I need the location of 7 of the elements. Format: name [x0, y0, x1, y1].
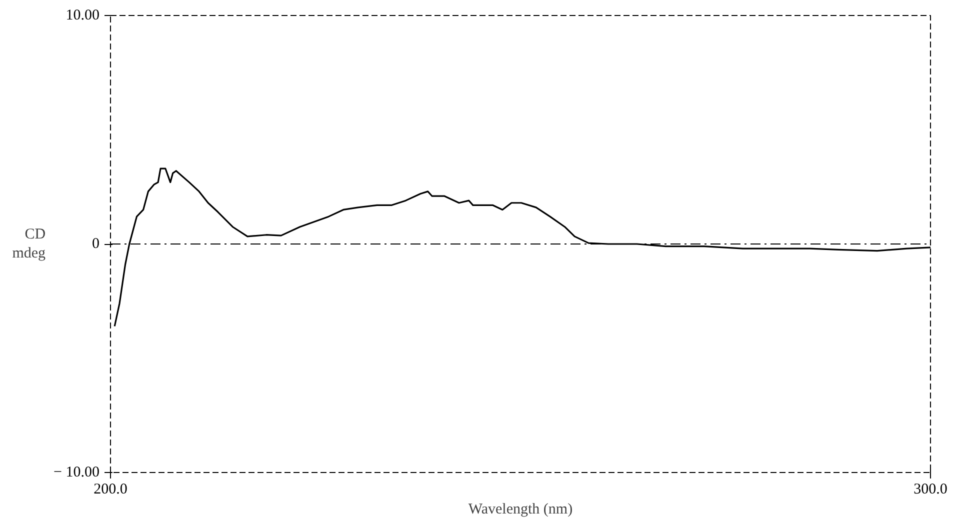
y-tick-label: − 10.00 [54, 464, 100, 480]
y-axis-title: CD mdeg [12, 226, 46, 262]
y-tick-label: 0 [92, 236, 100, 252]
x-axis-title: Wavelength (nm) [468, 502, 573, 518]
x-tick-label: 300.0 [914, 482, 948, 498]
x-tick-label: 200.0 [94, 482, 128, 498]
y-tick-label: 10.00 [66, 8, 100, 24]
